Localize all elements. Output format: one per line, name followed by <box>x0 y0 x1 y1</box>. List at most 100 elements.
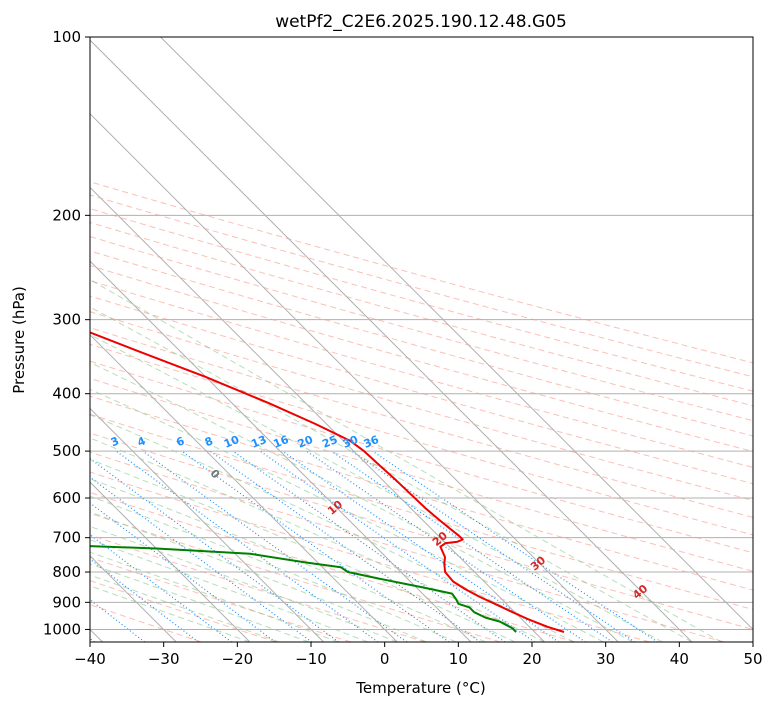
x-axis: −40 −30 −20 −10 0 10 20 30 40 50 <box>74 642 763 668</box>
dry-adiabat-line <box>90 235 753 422</box>
dry-adiabat-line <box>90 181 753 364</box>
mixing-ratio-line <box>90 457 339 642</box>
mixing-ratio-line <box>90 558 199 642</box>
mixing-ratio-label: 20 <box>296 433 315 451</box>
moist-adiabat-label: 30 <box>528 553 548 573</box>
temperature-trace <box>90 331 565 633</box>
mixing-ratio-line <box>351 450 636 642</box>
y-tick-label: 100 <box>52 28 81 46</box>
x-tick-label: 30 <box>596 650 615 668</box>
y-tick-label: 300 <box>52 311 81 329</box>
plot-area: -100-90-80-70-60-50-40-30-20-100 0.10.20… <box>14 37 753 642</box>
isotherm-line <box>90 260 472 642</box>
isotherm-labels: -100-90-80-70-60-50-40-30-20-100 <box>208 466 223 481</box>
x-axis-title: Temperature (°C) <box>355 679 485 697</box>
isotherm-line <box>90 407 324 642</box>
dry-adiabat-line <box>90 377 753 572</box>
isotherm-line <box>90 113 619 642</box>
dry-adiabats <box>90 181 753 642</box>
x-tick-label: −40 <box>74 650 106 668</box>
dry-adiabat-line <box>90 295 753 485</box>
mixing-ratio-line <box>259 450 536 642</box>
moist-adiabat-label: 40 <box>630 582 650 602</box>
grid-lines <box>90 37 753 642</box>
mixing-ratio-line <box>372 450 659 642</box>
isotherm-line <box>90 481 251 642</box>
mixing-ratio-line <box>306 450 586 642</box>
chart-title: wetPf2_C2E6.2025.190.12.48.G05 <box>275 12 567 32</box>
moist-adiabat-line <box>90 437 545 642</box>
dry-adiabat-line <box>90 311 753 501</box>
y-tick-label: 800 <box>52 563 81 581</box>
moist-adiabat-line <box>90 414 575 642</box>
y-tick-label: 1000 <box>43 620 81 638</box>
moist-adiabat-line <box>90 574 280 642</box>
y-axis: 1000 900 800 700 600 500 400 300 200 100 <box>43 28 90 638</box>
dry-adiabat-line <box>90 580 277 642</box>
dry-adiabat-line <box>90 221 753 407</box>
moist-adiabat-line <box>90 539 368 642</box>
mixing-ratio-line <box>330 450 613 642</box>
x-tick-label: 40 <box>670 650 689 668</box>
y-tick-label: 500 <box>52 442 81 460</box>
x-tick-label: −20 <box>222 650 254 668</box>
dry-adiabat-line <box>90 395 753 591</box>
y-tick-label: 200 <box>52 206 81 224</box>
mixing-ratio-label: 3 <box>109 434 121 449</box>
moist-adiabat-line <box>90 478 486 642</box>
dry-adiabat-line <box>90 343 753 536</box>
mixing-ratio-label: 13 <box>249 433 268 451</box>
mixing-ratio-line <box>90 502 276 642</box>
moist-adiabat-label: 20 <box>430 529 450 549</box>
x-tick-label: 10 <box>449 650 468 668</box>
dry-adiabat-line <box>90 265 753 453</box>
moist-adiabat-line <box>90 458 516 642</box>
mixing-ratio-label: 36 <box>362 433 381 451</box>
dry-adiabat-line <box>90 471 650 642</box>
moist-adiabat-labels: 10 20 30 40 <box>325 498 651 602</box>
isotherm-line <box>90 186 545 642</box>
isotherm-line <box>160 37 753 631</box>
isotherm-label: 0 <box>208 466 223 481</box>
moist-adiabats <box>90 279 722 642</box>
mixing-ratio-line <box>209 450 481 642</box>
mixing-ratio-label: 10 <box>222 433 241 451</box>
dry-adiabat-line <box>90 327 753 518</box>
moist-adiabat-line <box>90 563 309 642</box>
dry-adiabat-line <box>90 280 753 469</box>
dry-adiabat-line <box>90 604 202 642</box>
dry-adiabat-line <box>90 208 753 392</box>
y-tick-label: 400 <box>52 385 81 403</box>
mixing-ratio-line <box>142 450 408 642</box>
moist-adiabat-line <box>90 361 634 642</box>
moist-adiabat-line <box>90 511 427 642</box>
isotherm-line <box>90 39 693 642</box>
dry-adiabat-line <box>90 194 753 378</box>
dry-adiabat-line <box>90 556 351 642</box>
mixing-ratio-label: 1 <box>14 434 26 449</box>
mixing-ratio-line <box>115 450 379 642</box>
mixing-ratio-label: 16 <box>272 433 291 451</box>
mixing-ratio-label: 4 <box>136 434 148 449</box>
dry-adiabat-line <box>90 432 753 630</box>
mixing-ratio-label: 30 <box>341 433 360 451</box>
dry-adiabat-line <box>90 512 501 642</box>
moist-adiabat-line <box>90 388 604 642</box>
dry-adiabat-line <box>90 413 753 611</box>
mixing-ratio-label: 8 <box>203 434 215 449</box>
sounding-traces <box>90 331 565 633</box>
x-tick-label: −30 <box>148 650 180 668</box>
x-tick-label: 20 <box>522 650 541 668</box>
dry-adiabat-line <box>90 250 753 437</box>
y-tick-label: 900 <box>52 593 81 611</box>
moist-adiabat-line <box>90 495 457 642</box>
mixing-ratio-line <box>90 533 232 642</box>
moist-adiabat-label: 10 <box>325 498 345 518</box>
moist-adiabat-line <box>90 525 398 642</box>
isotherm-line <box>90 334 398 642</box>
mixing-ratio-label: 6 <box>174 434 186 449</box>
x-tick-label: 50 <box>743 650 762 668</box>
moist-adiabat-line <box>90 279 722 642</box>
mixing-ratio-label: 25 <box>320 433 339 451</box>
